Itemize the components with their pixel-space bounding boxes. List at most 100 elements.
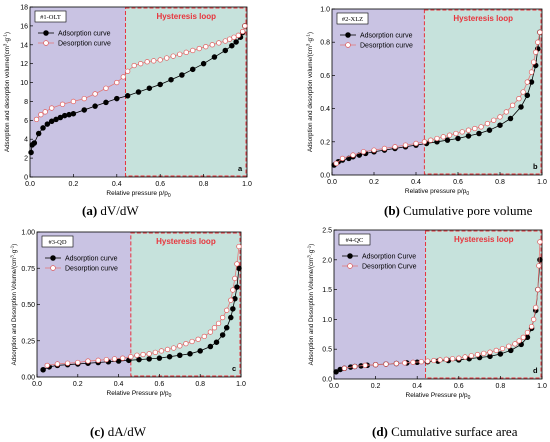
panel-b-ytick-label: 0.6: [320, 73, 330, 80]
panel-d-legend-label-0: Adsorption Curve: [362, 254, 416, 261]
panel-b-series-0-point: [524, 92, 531, 99]
panel-b-series-0-point: [476, 130, 482, 137]
panel-b-sample-label-box: [336, 12, 369, 25]
panel-a-series-1-point: [144, 59, 150, 65]
panel-d-series-1-point: [474, 351, 481, 358]
panel-c-series-1-point: [152, 349, 158, 356]
panel-d-series-1-point: [372, 362, 379, 368]
panel-a-ytick-label: 16: [20, 23, 28, 30]
panel-a-series-1-point: [59, 101, 66, 107]
panel-c-series-1-point: [44, 362, 50, 369]
panel-a-series-0-point: [114, 95, 120, 102]
panel-b-series-1-point: [516, 95, 522, 102]
panel-b-series-1-point: [497, 114, 503, 120]
panel-a-series-0-point: [31, 140, 38, 146]
panel-b-series-1-point: [440, 134, 446, 140]
panel-c-series-1-point: [230, 287, 236, 293]
panel-c-series-0-point: [156, 355, 163, 361]
panel-d-series-1-point: [449, 356, 456, 362]
panel-d-xtick-label: 1.0: [537, 383, 547, 390]
panel-b-series-1-point: [360, 149, 367, 155]
panel-c-xtick-label: 0.8: [195, 381, 205, 388]
panel-a-ylabel: Adsorption and desorption volume/(cm3·g-…: [3, 32, 12, 152]
panel-a-series-1-point: [114, 79, 120, 86]
panel-d-hysteresis-region: [425, 230, 542, 379]
panel-d-sample-label-box: [338, 233, 371, 246]
panel-a-series-1-point: [203, 44, 209, 50]
panel-b-xtick-label: 1.0: [537, 179, 547, 186]
panel-b-series-0-point: [486, 127, 493, 133]
panel-c-ytick-label: 0.00: [21, 375, 35, 382]
panel-c-series-1-point: [224, 307, 230, 313]
panel-b-series-1-point: [402, 142, 409, 148]
panel-c-series-1-point: [140, 351, 146, 358]
panel-a-sample-label-box: [34, 10, 67, 23]
panel-a-series-0-point: [179, 72, 185, 78]
caption-b-letter: (b): [384, 203, 400, 218]
panel-a-series-0-point: [103, 99, 109, 106]
panel-a-series-0-point: [70, 110, 77, 117]
panel-b-xtick-label: 0.6: [453, 179, 463, 186]
panel-c-series-0-point: [146, 356, 152, 362]
panel-c-series-1-point: [234, 261, 240, 267]
panel-b-series-0-point: [444, 137, 451, 143]
panel-c-series-1-point: [232, 275, 238, 282]
panel-a-series-0-point: [233, 39, 239, 45]
panel-d-letter: d: [533, 366, 538, 375]
panel-a-series-1-point: [226, 36, 233, 42]
panel-a-series-1-point: [49, 105, 55, 111]
panel-b-series-0-point: [518, 104, 524, 110]
panel-b-xtick-label: 0.8: [495, 179, 505, 186]
panel-a-hysteresis-region: [125, 7, 247, 177]
panel-d-xtick-label: 0.4: [412, 383, 422, 390]
panel-c-series-1-point: [111, 356, 118, 362]
panel-d-xlabel: Relative Pressure p/p0: [406, 392, 471, 401]
panel-b-ylabel: Adsorption and desorption volume/(cm3·g-…: [306, 32, 315, 152]
panel-c-series-1-point: [134, 352, 140, 358]
panel-b-series-1-point: [434, 135, 440, 142]
panel-b-axes-frame: [331, 8, 543, 176]
panel-a-series-0-point: [40, 125, 46, 131]
panel-a-xtick-label: 0.2: [69, 181, 79, 188]
panel-c-series-0-point: [236, 265, 242, 272]
panel-b-xtick-label: 0.2: [369, 179, 379, 186]
panel-c-series-1-point: [64, 360, 71, 366]
panel-d-series-1-point: [493, 347, 499, 354]
panel-a-legend-marker-1: [43, 40, 49, 46]
panel-d-axes-frame: [333, 229, 543, 380]
panel-a-letter: a: [238, 164, 243, 173]
panel-c-series-0-point: [228, 314, 234, 321]
panel-a-series-1-point: [177, 51, 183, 57]
panel-a-series-0-point: [190, 66, 196, 73]
panel-c-legend-label-0: Adsorption curve: [65, 256, 118, 263]
panel-b-series-1-point: [528, 69, 535, 75]
panel-c-series-1-point: [201, 333, 207, 340]
panel-a-series-1-point: [183, 49, 189, 55]
panel-d-series-1-point: [437, 357, 443, 363]
panel-b-series-1-point: [478, 124, 484, 130]
panel-d-series-0-point: [497, 351, 504, 357]
panel-d-series-1-point: [512, 341, 518, 347]
panel-b-series-1-point: [428, 137, 434, 143]
panel-a-series-0-point: [61, 112, 68, 119]
panel-b-series-1-point: [530, 59, 537, 65]
panel-d-series-1-point: [533, 304, 539, 311]
panel-b-xtick-label: 0.4: [411, 179, 421, 186]
panel-d-series-1-point: [487, 349, 493, 355]
panel-d-series-1-point: [462, 354, 468, 360]
panel-d-series-1-point: [431, 357, 437, 364]
panel-c-hysteresis-label: Hysteresis loop: [156, 237, 216, 246]
panel-a-series-1-point: [124, 68, 131, 74]
panel-b-series-1-point: [484, 120, 491, 127]
panel-c-xlabel: Relative Pressure p/p0: [107, 390, 172, 399]
panel-a-series-1-point: [209, 42, 215, 48]
caption-a-text: dV/dW: [100, 203, 139, 218]
panel-b-series-1-point: [503, 109, 509, 115]
panel-b-series-1-point: [413, 140, 419, 147]
panel-c-series-1-point: [228, 297, 234, 303]
panel-d-xtick-label: 0.0: [329, 383, 339, 390]
panel-b-series-1-point: [535, 39, 541, 45]
panel-b-ytick-label: 0.8: [320, 40, 330, 47]
panel-c-series-0-point: [223, 324, 230, 331]
